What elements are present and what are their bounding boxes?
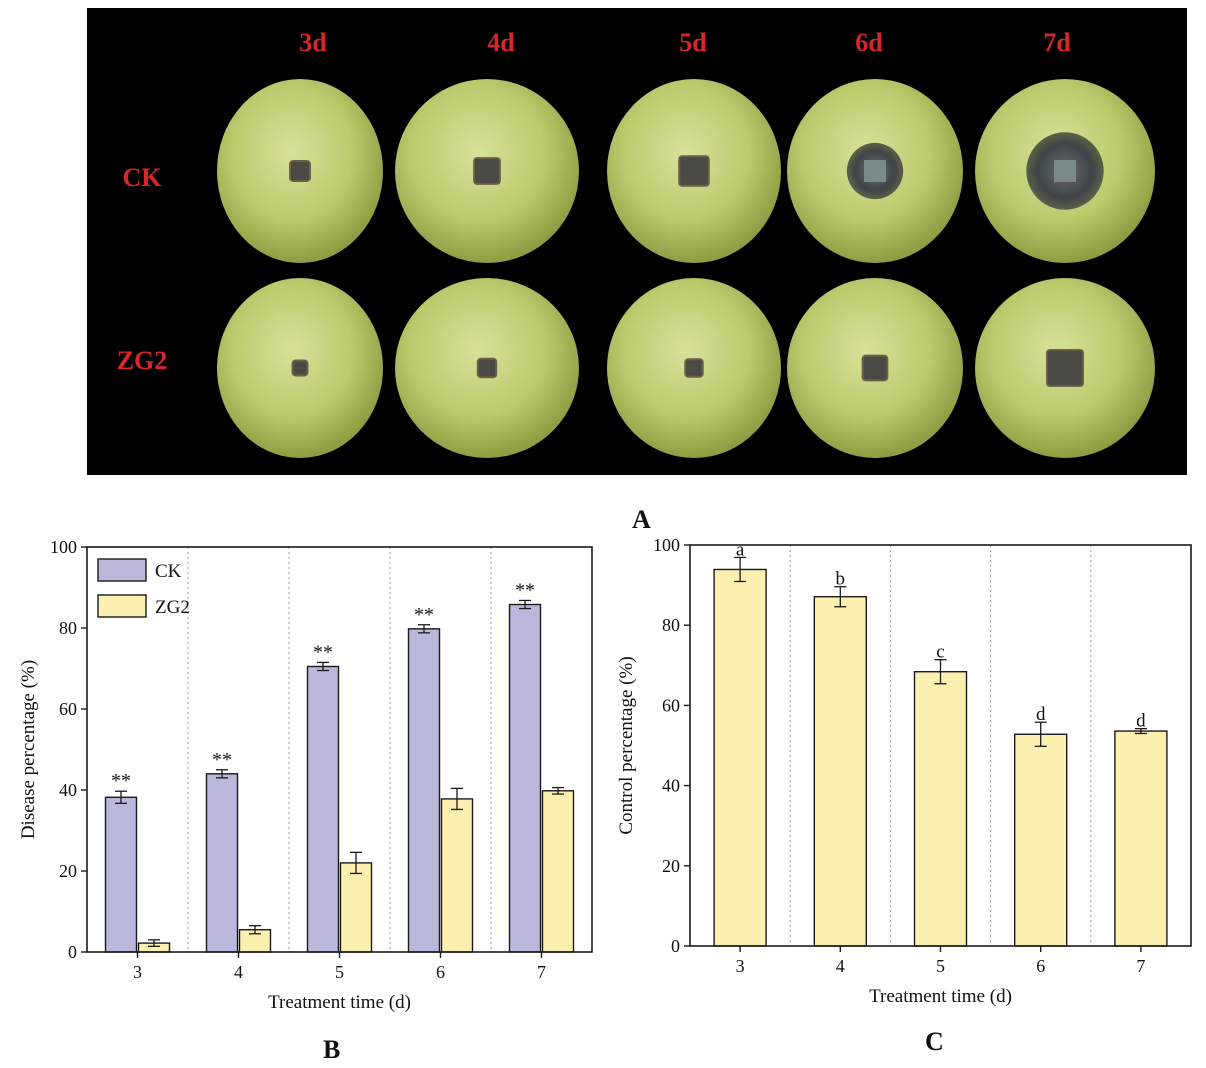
fruit-ck-5d — [607, 79, 781, 263]
significance-label: a — [736, 539, 745, 560]
wound-square — [476, 357, 498, 379]
chart-b: ** ** ** ** ** 0 20 40 60 80 100 3 4 5 6 7 Treatment tim… — [18, 537, 593, 1013]
col-label-6d: 6d — [855, 28, 883, 57]
bar-zg2-5 — [339, 862, 373, 953]
y-tick-label: 80 — [59, 618, 77, 638]
x-tick-label: 6 — [436, 962, 445, 982]
significance-label: c — [936, 642, 944, 663]
x-tick-label: 6 — [1036, 956, 1045, 976]
fruit-ck-4d — [395, 79, 579, 263]
x-tick-label: 4 — [234, 962, 243, 982]
col-label-3d: 3d — [299, 28, 327, 57]
x-axis-label: Treatment time (d) — [869, 986, 1012, 1007]
y-tick-label: 40 — [662, 776, 680, 796]
bar-ck-6 — [407, 628, 441, 953]
panel-label-b: B — [323, 1035, 341, 1064]
x-tick-label: 4 — [836, 956, 845, 976]
fruit-zg2-6d — [787, 278, 963, 458]
x-tick-label: 5 — [936, 956, 945, 976]
y-tick-label: 100 — [653, 535, 680, 555]
bar-ck-4 — [205, 773, 239, 953]
legend-label-zg2: ZG2 — [155, 597, 190, 618]
x-axis-label: Treatment time (d) — [268, 992, 411, 1013]
bar-zg2-7 — [541, 790, 575, 953]
photo-panel: 3d 4d 5d 6d 7d CK ZG2 — [87, 8, 1187, 475]
fruit-ck-7d — [975, 79, 1155, 263]
bar-value-5 — [913, 671, 968, 947]
bar-value-4 — [813, 596, 868, 947]
bar-value-3 — [713, 568, 767, 947]
bar-value-6 — [1014, 733, 1068, 947]
fruit-zg2-5d — [607, 278, 781, 458]
x-tick-label: 5 — [335, 962, 344, 982]
fruit-ck-3d — [217, 79, 383, 263]
y-tick-label: 20 — [59, 861, 77, 881]
bar-ck-5 — [306, 665, 340, 953]
wound-square — [1046, 349, 1084, 387]
y-tick-label: 0 — [671, 936, 680, 956]
y-axis-label: Disease percentage (%) — [18, 660, 39, 839]
bar-ck-3 — [104, 796, 138, 953]
bar-zg2-6 — [440, 798, 474, 953]
fruit-zg2-4d — [395, 278, 579, 458]
y-tick-label: 60 — [662, 695, 680, 715]
col-label-7d: 7d — [1043, 28, 1071, 57]
significance-label: d — [1136, 711, 1146, 732]
significance-label: ** — [111, 770, 131, 792]
wound-square — [473, 157, 501, 185]
legend-swatch-zg2 — [97, 594, 147, 618]
y-tick-label: 0 — [68, 942, 77, 962]
bar-ck-7 — [508, 603, 542, 953]
fruit-grid — [217, 79, 1155, 458]
significance-label: ** — [212, 749, 232, 771]
wound-square — [1054, 160, 1076, 182]
col-label-4d: 4d — [487, 28, 515, 57]
fruit-zg2-7d — [975, 278, 1155, 458]
fruit-zg2-3d — [217, 278, 383, 458]
wound-square — [864, 160, 886, 182]
row-label-ck: CK — [122, 163, 162, 192]
significance-label: d — [1036, 704, 1046, 725]
legend-swatch-ck — [97, 558, 147, 582]
panel-label-c: C — [925, 1027, 944, 1056]
y-tick-label: 20 — [662, 856, 680, 876]
wound-square — [289, 160, 311, 182]
panel-label-a: A — [632, 505, 651, 534]
significance-label: ** — [515, 579, 535, 601]
y-tick-label: 100 — [50, 537, 77, 557]
significance-label: b — [836, 569, 846, 590]
significance-label: ** — [313, 641, 333, 663]
x-tick-label: 3 — [736, 956, 745, 976]
x-tick-label: 3 — [133, 962, 142, 982]
y-tick-label: 80 — [662, 615, 680, 635]
wound-square — [291, 359, 309, 377]
legend-label-ck: CK — [155, 561, 182, 582]
col-label-5d: 5d — [679, 28, 707, 57]
y-tick-label: 60 — [59, 699, 77, 719]
wound-square — [861, 354, 889, 382]
y-tick-label: 40 — [59, 780, 77, 800]
significance-label: ** — [414, 604, 434, 626]
y-axis-label: Control percentage (%) — [616, 656, 637, 834]
chart-c: a b c d d 0 20 40 60 80 100 3 4 5 6 7 Treatment time (d)… — [616, 535, 1192, 1007]
x-tick-label: 7 — [1136, 956, 1145, 976]
wound-square — [684, 358, 704, 378]
fruit-ck-6d — [787, 79, 963, 263]
x-tick-label: 7 — [537, 962, 546, 982]
bar-value-7 — [1114, 730, 1168, 947]
wound-square — [678, 155, 710, 187]
row-label-zg2: ZG2 — [116, 346, 168, 375]
